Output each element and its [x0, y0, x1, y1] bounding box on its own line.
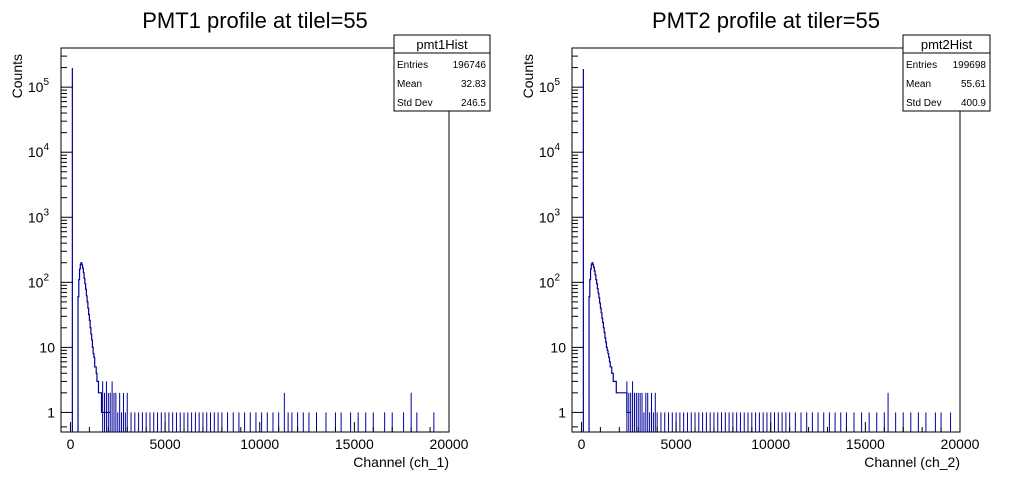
stats-row-value: 199698	[953, 60, 987, 71]
x-tick-label: 15000	[335, 436, 374, 452]
y-tick-base: 10	[550, 339, 566, 355]
y-tick-label: 102	[539, 272, 561, 290]
y-tick-base: 1	[558, 404, 566, 420]
stats-box: pmt2Hist Entries 199698 Mean 55.61 Std Dev 400…	[902, 34, 991, 112]
y-tick-label: 104	[28, 142, 50, 160]
y-tick-base: 10	[39, 339, 55, 355]
y-tick-base: 10	[28, 209, 44, 225]
chart-title: PMT2 profile at tiler=55	[652, 8, 880, 33]
y-tick-base: 10	[28, 79, 44, 95]
stats-row-value: 32.83	[461, 79, 486, 90]
plot-frame	[571, 47, 961, 433]
y-tick-label: 10	[39, 339, 55, 355]
y-tick-label: 1	[558, 404, 566, 420]
stats-row-label: Entries	[906, 60, 937, 71]
x-tick-label: 15000	[846, 436, 885, 452]
y-tick-exponent: 4	[43, 142, 49, 153]
y-tick-exponent: 3	[554, 207, 560, 218]
y-tick-base: 10	[28, 274, 44, 290]
stats-row-label: Std Dev	[906, 98, 942, 109]
y-tick-exponent: 2	[554, 272, 560, 283]
chart-title: PMT1 profile at tilel=55	[142, 8, 368, 33]
stats-row-value: 196746	[453, 60, 487, 71]
tail-bars	[626, 381, 952, 432]
stats-row-label: Mean	[397, 79, 422, 90]
chart-panel-1: PMT1 profile at tilel=55 0 5000 10000 15000 2…	[9, 8, 491, 470]
peak-histogram	[77, 262, 111, 432]
y-tick-base: 10	[539, 274, 555, 290]
y-tick-exponent: 5	[554, 77, 560, 88]
plot-frame	[60, 47, 450, 433]
y-tick-exponent: 2	[43, 272, 49, 283]
stats-box-title: pmt1Hist	[416, 37, 468, 52]
stats-box: pmt1Hist Entries 196746 Mean 32.83 Std Dev 246…	[393, 34, 491, 112]
tail-bars	[102, 381, 435, 432]
y-tick-label: 104	[539, 142, 561, 160]
y-tick-base: 1	[47, 404, 55, 420]
stats-box-title: pmt2Hist	[921, 37, 973, 52]
x-axis-label: Channel (ch_1)	[353, 454, 449, 470]
x-tick-label: 5000	[661, 436, 692, 452]
stats-row-value: 55.61	[961, 79, 986, 90]
stats-box-frame	[902, 34, 991, 112]
y-tick-label: 103	[539, 207, 561, 225]
y-tick-label: 103	[28, 207, 50, 225]
y-tick-label: 1	[47, 404, 55, 420]
x-tick-label: 0	[578, 436, 586, 452]
x-tick-label: 20000	[430, 436, 469, 452]
y-tick-base: 10	[539, 144, 555, 160]
stats-row-label: Std Dev	[397, 98, 433, 109]
y-tick-label: 10	[550, 339, 566, 355]
y-tick-label: 102	[28, 272, 50, 290]
y-tick-exponent: 3	[43, 207, 49, 218]
y-tick-exponent: 4	[554, 142, 560, 153]
peak-histogram	[588, 262, 631, 432]
y-tick-exponent: 5	[43, 77, 49, 88]
y-tick-label: 105	[539, 77, 561, 95]
y-tick-label: 105	[28, 77, 50, 95]
y-axis-label: Counts	[9, 54, 25, 98]
stats-row-label: Entries	[397, 60, 428, 71]
y-tick-base: 10	[539, 79, 555, 95]
y-axis-label: Counts	[520, 54, 536, 98]
x-axis-label: Channel (ch_2)	[864, 454, 960, 470]
y-tick-base: 10	[28, 144, 44, 160]
chart-panel-2: PMT2 profile at tiler=55 0 5000 10000 15000 2…	[520, 8, 991, 470]
stats-box-frame	[393, 34, 491, 112]
x-tick-label: 20000	[941, 436, 980, 452]
x-tick-label: 10000	[751, 436, 790, 452]
stats-row-value: 400.9	[961, 98, 986, 109]
x-tick-label: 10000	[240, 436, 279, 452]
stats-row-value: 246.5	[461, 98, 486, 109]
x-tick-label: 0	[67, 436, 75, 452]
y-tick-base: 10	[539, 209, 555, 225]
x-tick-label: 5000	[150, 436, 181, 452]
stats-row-label: Mean	[906, 79, 931, 90]
